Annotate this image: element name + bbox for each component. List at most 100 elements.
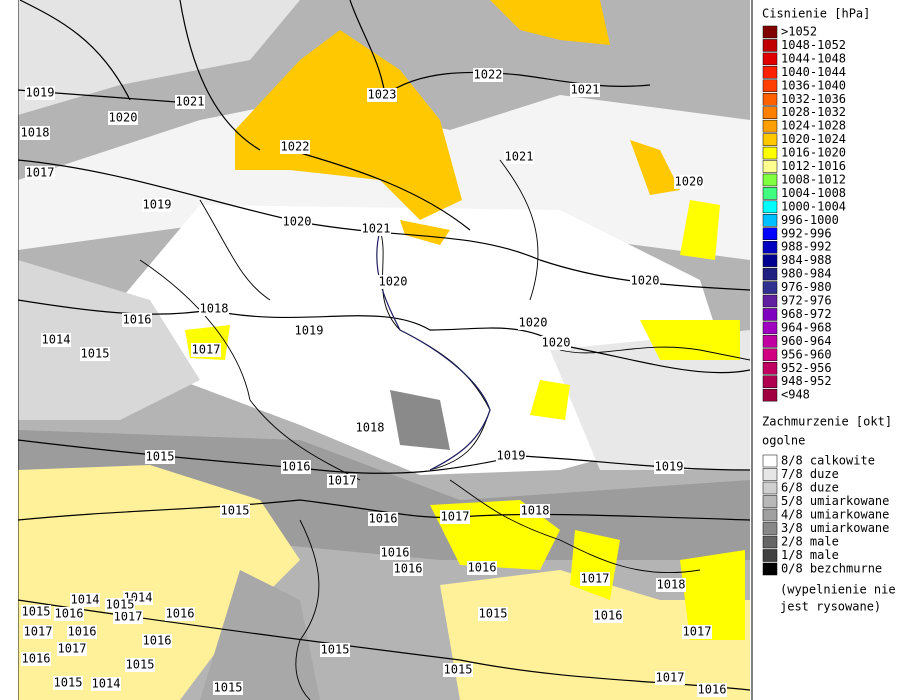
legend-title: Cisnienie [hPa] [762,7,870,21]
isobar-label: 1017 [114,610,143,624]
isobar-label: 1016 [55,607,84,621]
isobar-label: 1020 [379,275,408,289]
legend-subtitle: ogolne [762,434,805,448]
legend-swatch [762,106,778,119]
legend-label: 1028-1032 [781,105,846,119]
isobar-label-box [630,274,660,288]
legend-swatch [762,173,778,187]
isobar-label: 1018 [657,578,686,592]
isobar-label: 1016 [394,562,423,576]
legend-label: 968-972 [781,307,832,321]
legend-swatch [762,535,778,549]
isobar-label-box [145,450,175,464]
isobar-label: 1020 [631,274,660,288]
isobar-label: 1016 [594,609,623,623]
isobar-label: 1016 [468,561,497,575]
pressure-area [490,0,610,45]
isobar-label-box [473,68,503,82]
isobar-label: 1020 [109,111,138,125]
legend-label: 996-1000 [781,213,839,227]
isobar-label-box [281,460,311,474]
legend-swatch [762,522,778,535]
isobar-label: 1019 [295,324,324,338]
isobar-label: 1016 [282,460,311,474]
isobar-label: 1016 [369,512,398,526]
isobar-label-box [25,166,55,180]
legend-swatch [762,508,778,522]
isobar-label-box [518,316,548,330]
legend-label: 4/8 umiarkowane [781,508,889,522]
pressure-area [530,380,570,420]
isobar-label-box [53,676,83,690]
isobar-label-box [122,313,152,327]
isobar-label: 1017 [26,166,55,180]
isobar-label: 1020 [542,336,571,350]
isobar-label-box [504,150,534,164]
isobar-label-box [361,222,391,236]
legend-swatch [762,375,778,388]
legend-swatch [762,481,778,495]
legend-swatch [762,468,778,481]
pressure-area [440,570,750,700]
isobar-label: 1016 [143,634,172,648]
isobar-label: 1015 [146,450,175,464]
legend-swatch [762,335,778,348]
legend-label: >1052 [781,25,817,39]
isobar-label-box [105,598,135,612]
legend-label: 964-968 [781,320,832,334]
legend-swatch [762,25,778,39]
legend-label: 984-988 [781,253,832,267]
legend-swatch [762,562,778,576]
isobar-label: 1016 [123,313,152,327]
legend-swatch [762,321,778,335]
legend-swatch [762,388,778,402]
isobar-label: 1017 [192,343,221,357]
isobar-label: 1015 [22,605,51,619]
isobar-label: 1015 [54,676,83,690]
cloud-area [200,570,320,700]
legend-label: 1012-1016 [781,159,846,173]
isobar-label: 1019 [497,449,526,463]
isobar-label: 1015 [444,663,473,677]
isobar-label: 1015 [81,347,110,361]
isobar-labels: 1023 1022 1021 1021 1019 1020 1018 1022 1021 1017… [20,68,727,697]
legend-swatch [762,160,778,173]
legend-swatch [762,254,778,267]
isobar-label-box [20,126,50,140]
isobar-label-box [440,510,470,524]
isobar [18,0,750,691]
legend-swatch [762,495,778,508]
isobar-label: 1017 [441,510,470,524]
cloud-area [18,260,200,420]
isobar-label: 1023 [368,88,397,102]
legend-label: 1044-1048 [781,51,846,65]
legend-label: 956-960 [781,347,832,361]
isobar-label: 1021 [176,95,205,109]
isobar-label-box [393,562,423,576]
legend-swatch [762,454,778,468]
legend-swatch [762,549,778,562]
legend-label: 0/8 bezchmurne [781,562,882,576]
isobar-label: 1016 [22,652,51,666]
legend-label: 972-976 [781,294,832,308]
legend-label: 8/8 calkowite [781,454,875,468]
legend-swatch [762,240,778,254]
legend-note: jest rysowane) [780,600,881,614]
isobar-label-box [467,561,497,575]
isobar-label-box [478,607,508,621]
legend-label: 1036-1040 [781,78,846,92]
isobar-label: 1018 [200,302,229,316]
isobar-label-box [21,652,51,666]
isobar-label-box [199,302,229,316]
isobar-label: 1017 [656,671,685,685]
isobar-label: 1020 [283,215,312,229]
isobar-label-box [367,88,397,102]
isobar-label-box [165,607,195,621]
isobar-label: 1014 [42,333,71,347]
legend-swatch [762,93,778,106]
isobar-label: 1020 [519,316,548,330]
isobar-label: 1021 [362,222,391,236]
isobar-label-box [496,449,526,463]
cloud-area [550,330,750,470]
legend-swatch [762,348,778,362]
